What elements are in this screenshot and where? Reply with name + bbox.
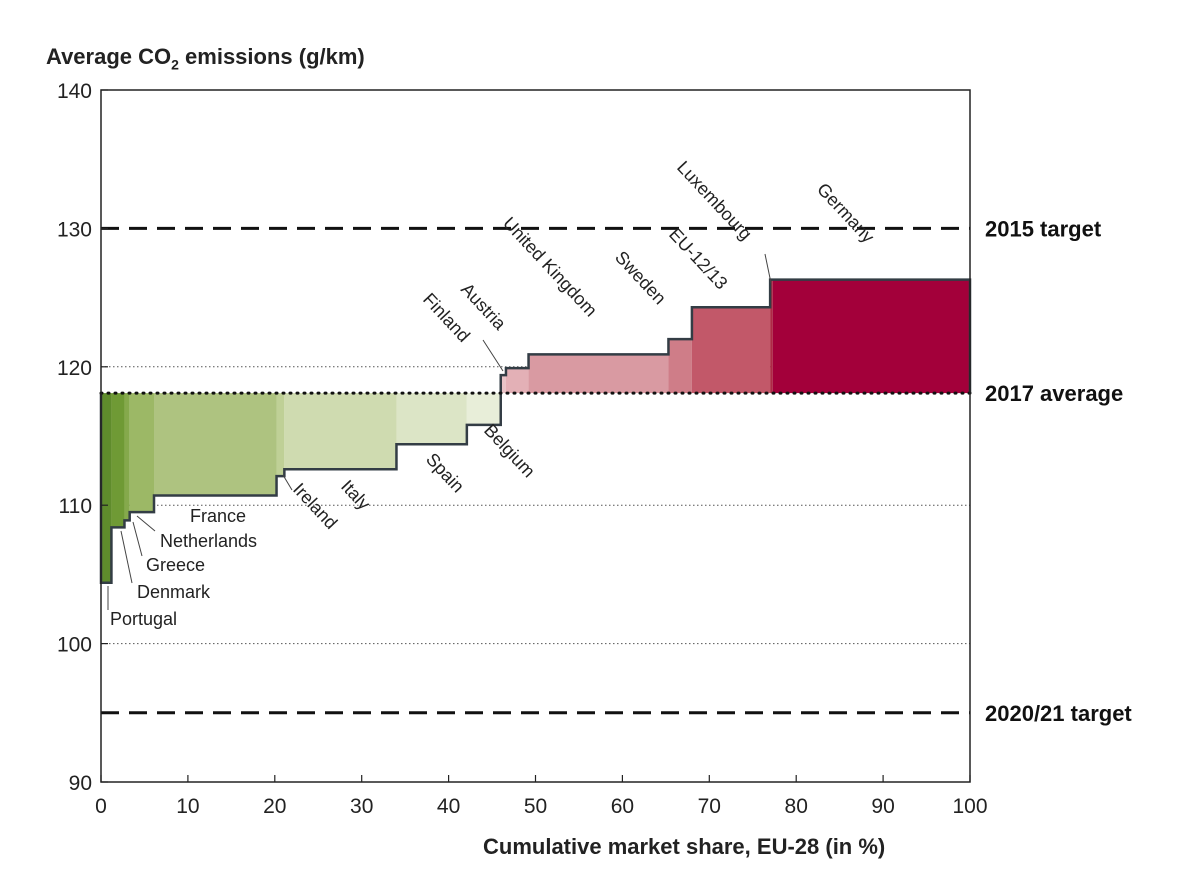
segment-denmark: [111, 393, 125, 528]
segment-finland: [500, 375, 506, 394]
segment-ireland: [276, 393, 285, 477]
segment-austria: [505, 368, 529, 394]
label-sweden: Sweden: [611, 247, 670, 308]
x-tick-0: 0: [95, 795, 107, 818]
label-portugal: Portugal: [110, 609, 177, 629]
y-tick-100: 100: [57, 634, 92, 657]
segment-outline: [99, 278, 972, 584]
segment-germany: [772, 279, 970, 394]
y-tick-90: 90: [69, 772, 92, 795]
x-tick-60: 60: [611, 795, 634, 818]
country-segments: [99, 278, 972, 584]
leader-finland: [482, 339, 504, 372]
ref-label-2015-target: 2015 target: [985, 216, 1102, 241]
leader-luxembourg: [764, 253, 772, 284]
ref-label-2017-average: 2017 average: [985, 381, 1123, 406]
label-belgium: Belgium: [480, 420, 539, 481]
x-axis-label: Cumulative market share, EU-28 (in %): [483, 834, 886, 859]
segment-sweden: [668, 339, 692, 394]
segment-portugal: [101, 393, 112, 583]
leader-netherlands: [136, 515, 156, 532]
leader-denmark: [120, 530, 133, 584]
label-ireland: Ireland: [289, 479, 341, 533]
segment-italy: [284, 393, 397, 470]
reference-lines: 2015 target 2017 average 2020/21 target: [99, 216, 1132, 726]
y-tick-130: 130: [57, 218, 92, 241]
y-tick-120: 120: [57, 357, 92, 380]
label-greece: Greece: [146, 555, 205, 575]
segment-france: [154, 393, 277, 496]
label-leaders: [107, 253, 772, 610]
y-axis-label: Average CO2 emissions (g/km): [46, 44, 365, 73]
x-tick-70: 70: [698, 795, 721, 818]
x-tick-40: 40: [437, 795, 460, 818]
x-tick-20: 20: [263, 795, 286, 818]
segment-eu-12-13: [691, 307, 771, 394]
label-denmark: Denmark: [137, 582, 211, 602]
label-germany: Germany: [813, 179, 878, 247]
leader-greece: [132, 521, 143, 557]
ref-label-2020-21-target: 2020/21 target: [985, 701, 1132, 726]
y-tick-110: 110: [59, 495, 92, 518]
x-tick-100: 100: [952, 795, 987, 818]
x-tick-80: 80: [785, 795, 808, 818]
y-tick-140: 140: [57, 80, 92, 103]
leader-ireland: [282, 474, 293, 491]
segment-luxembourg: [770, 279, 773, 394]
x-tick-30: 30: [350, 795, 373, 818]
label-netherlands: Netherlands: [160, 531, 257, 551]
segment-netherlands: [129, 393, 155, 513]
label-italy: Italy: [337, 476, 374, 514]
segment-greece: [124, 393, 130, 521]
label-spain: Spain: [422, 449, 468, 496]
segment-belgium: [466, 393, 501, 425]
label-eu-12-13: EU-12/13: [665, 224, 731, 293]
segment-spain: [396, 393, 467, 445]
label-france: France: [190, 506, 246, 526]
axis-ticks: 0 10 20 30 40 50 60 70 80 90 100 90 100 110 120 130 140: [57, 80, 988, 818]
segment-united-kingdom: [528, 354, 669, 394]
x-tick-50: 50: [524, 795, 547, 818]
x-tick-10: 10: [176, 795, 199, 818]
x-tick-90: 90: [871, 795, 894, 818]
